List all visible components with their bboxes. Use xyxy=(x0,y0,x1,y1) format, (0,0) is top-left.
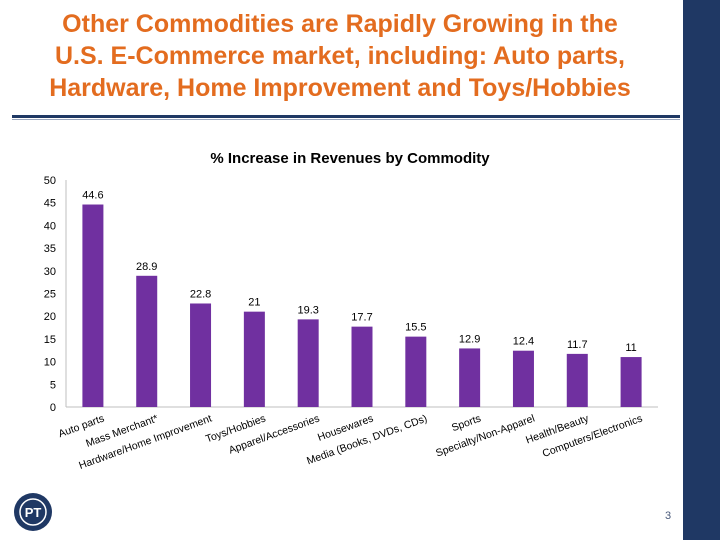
company-logo: PT xyxy=(14,493,52,531)
data-label: 22.8 xyxy=(190,288,211,300)
y-tick-label: 40 xyxy=(44,220,56,232)
y-tick-label: 30 xyxy=(44,266,56,278)
bar xyxy=(351,326,373,407)
svg-text:PT: PT xyxy=(25,505,42,520)
data-label: 19.3 xyxy=(297,304,318,316)
bar xyxy=(459,348,481,407)
y-tick-label: 25 xyxy=(44,289,56,301)
page-number: 3 xyxy=(665,510,672,522)
bar-chart: % Increase in Revenues by Commodity 0 5 10… xyxy=(44,150,658,472)
bar xyxy=(136,275,158,407)
data-label: 17.7 xyxy=(351,312,372,324)
y-tick-label: 35 xyxy=(44,243,56,255)
bar xyxy=(243,311,265,407)
y-tick-label: 0 xyxy=(50,402,56,414)
x-tick-label: Sports xyxy=(450,413,483,435)
bar xyxy=(566,353,588,407)
data-label: 44.6 xyxy=(82,190,103,202)
title-divider xyxy=(12,115,680,118)
data-label: 21 xyxy=(248,297,260,309)
data-label: 11 xyxy=(625,342,636,354)
chart-title: % Increase in Revenues by Commodity xyxy=(210,150,490,167)
bar xyxy=(297,319,319,407)
slide-title: Other Commodities are Rapidly Growing in… xyxy=(0,8,680,104)
bar xyxy=(405,336,427,407)
bar xyxy=(512,350,534,407)
data-label: 12.9 xyxy=(459,333,480,345)
y-tick-label: 20 xyxy=(44,311,56,323)
y-tick-label: 45 xyxy=(44,198,56,210)
x-tick-label: Apparel/Accessories xyxy=(227,413,321,457)
right-accent-bar xyxy=(683,0,720,540)
data-label: 15.5 xyxy=(405,322,426,334)
y-tick-label: 5 xyxy=(50,379,56,391)
data-label: 12.4 xyxy=(513,336,534,348)
title-line-1: Other Commodities are Rapidly Growing in… xyxy=(62,10,618,38)
bar xyxy=(82,204,104,407)
title-divider-shadow xyxy=(12,119,680,120)
data-label: 11.7 xyxy=(567,339,588,351)
title-line-2: U.S. E-Commerce market, including: Auto … xyxy=(54,42,625,70)
bar xyxy=(190,303,212,407)
y-tick-label: 10 xyxy=(44,357,56,369)
x-tick-label: Specialty/Non-Apparel xyxy=(434,413,536,460)
y-tick-label: 50 xyxy=(44,175,56,187)
data-label: 28.9 xyxy=(136,261,157,273)
bar xyxy=(620,357,642,407)
y-tick-label: 15 xyxy=(44,334,56,346)
title-line-3: Hardware, Home Improvement and Toys/Hobb… xyxy=(49,74,631,102)
x-tick-label: Computers/Electronics xyxy=(541,413,644,460)
logo-mark-icon: PT xyxy=(19,498,47,526)
